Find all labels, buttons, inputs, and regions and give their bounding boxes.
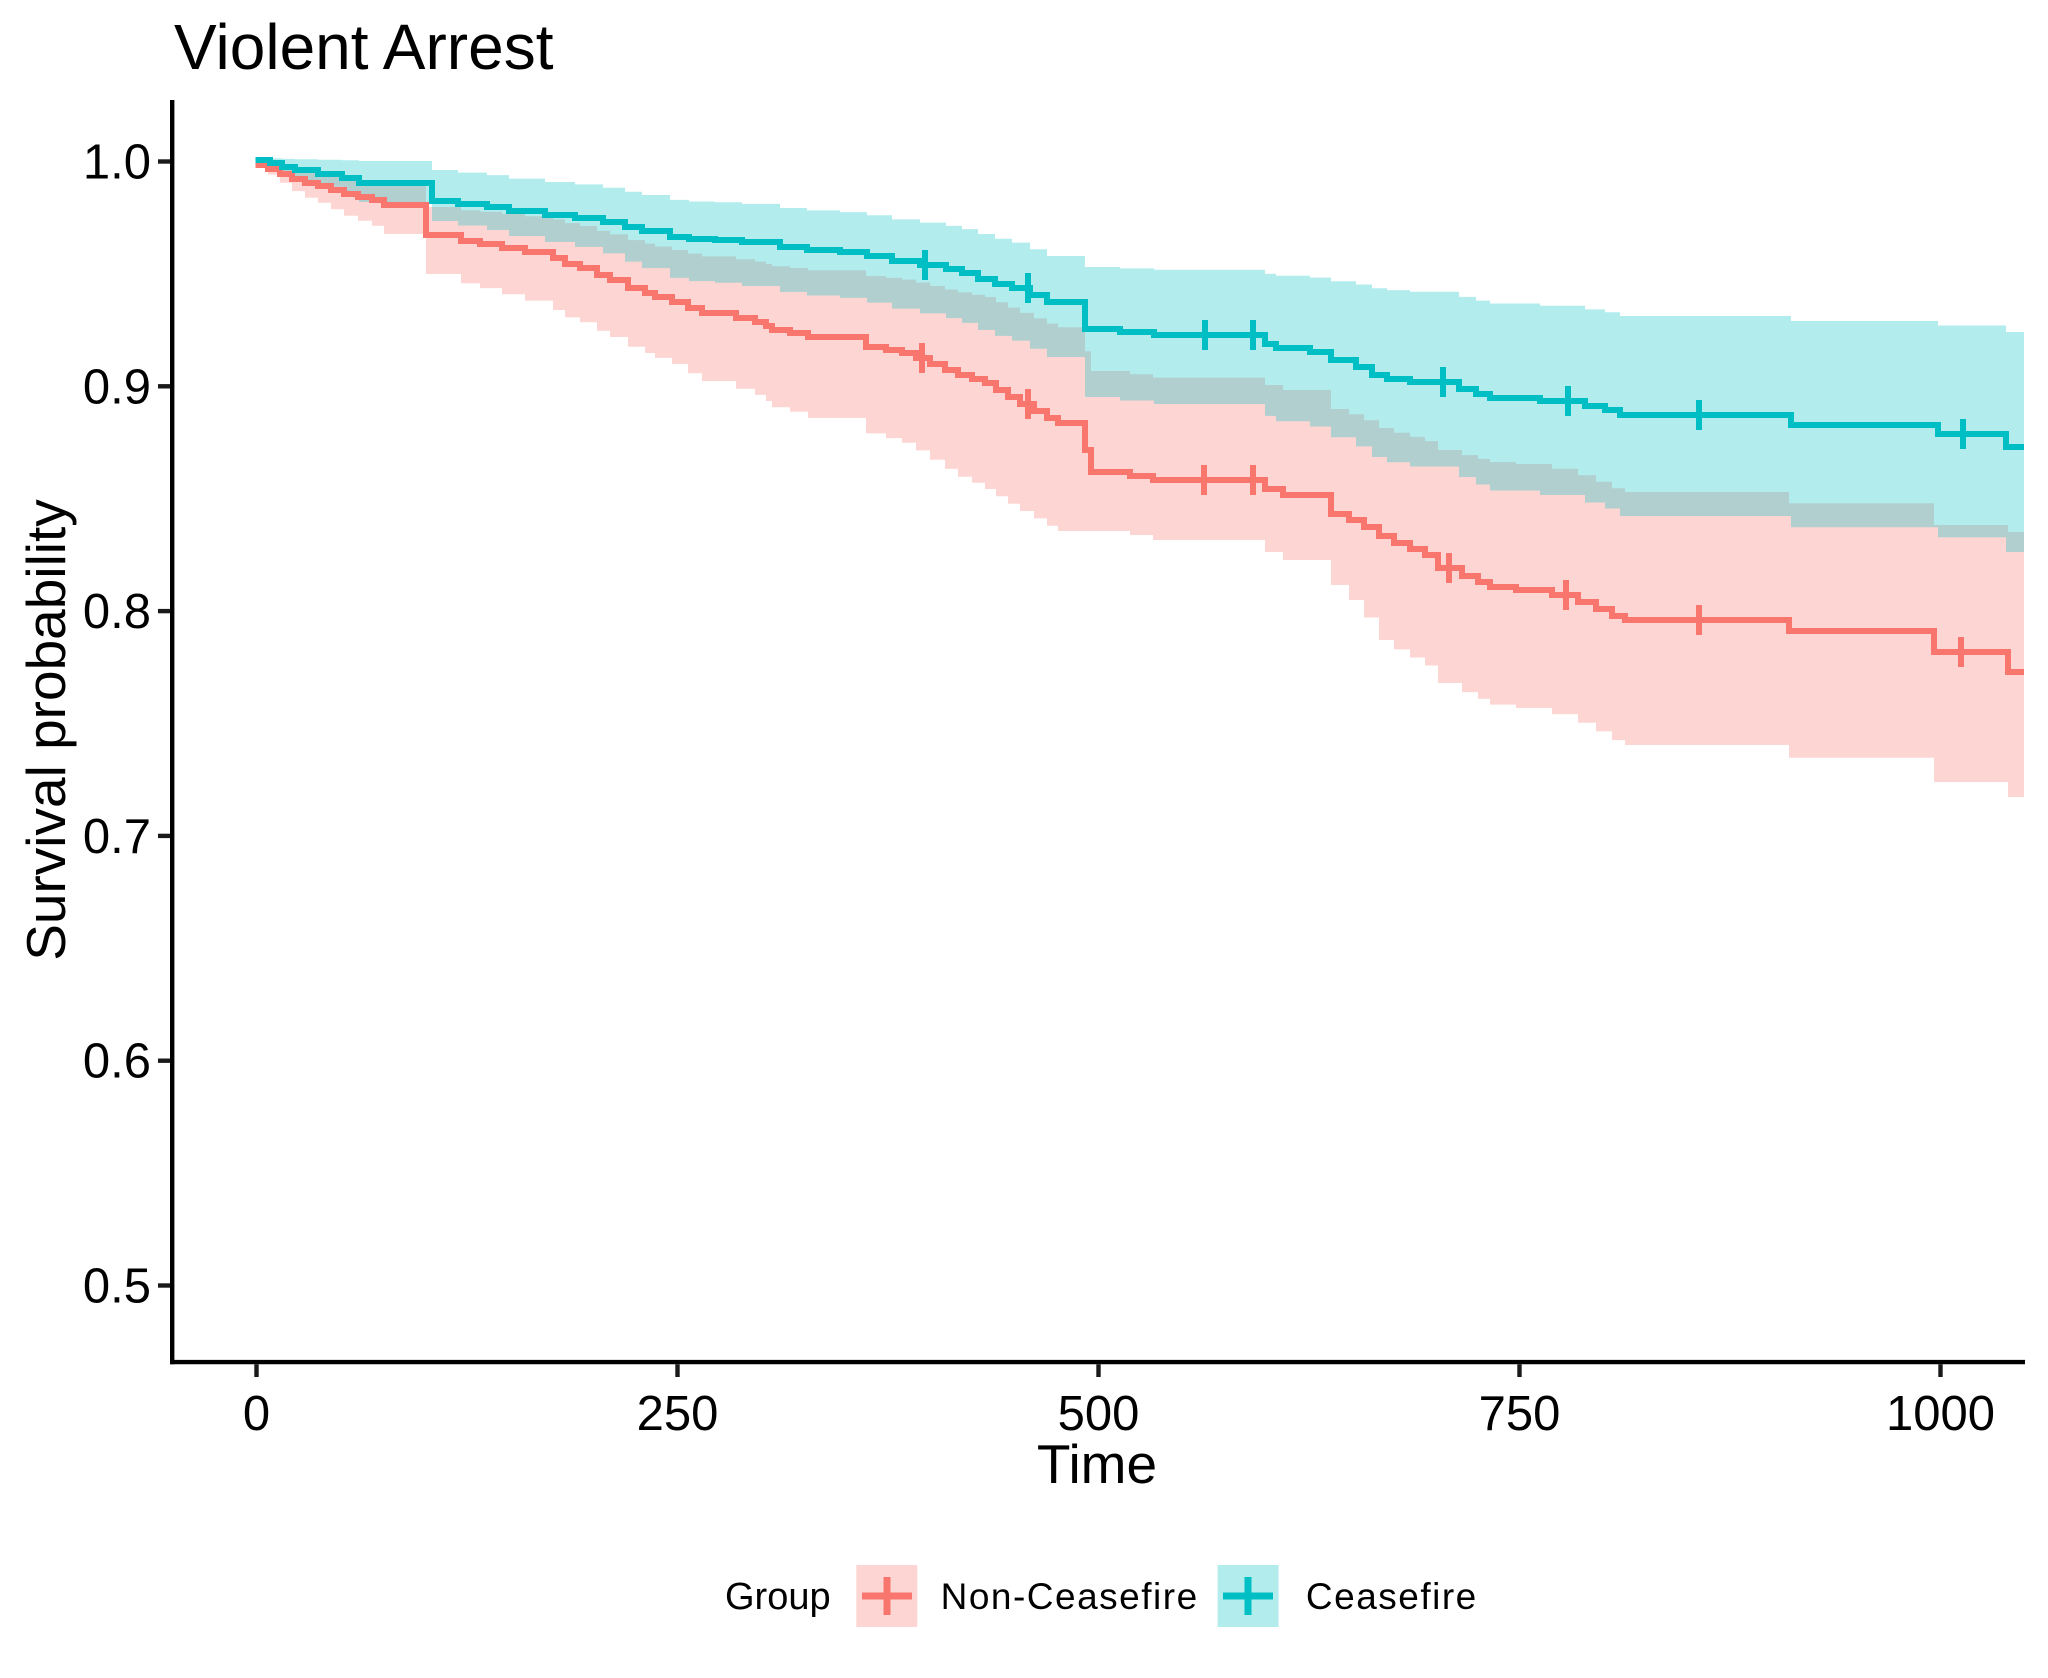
- svg-text:250: 250: [637, 1387, 719, 1441]
- svg-text:0.6: 0.6: [83, 1035, 151, 1089]
- svg-text:0: 0: [243, 1387, 270, 1441]
- svg-text:0.8: 0.8: [83, 585, 151, 639]
- svg-text:Violent Arrest: Violent Arrest: [174, 11, 554, 83]
- svg-text:500: 500: [1058, 1387, 1140, 1441]
- svg-text:Time: Time: [1037, 1433, 1157, 1495]
- svg-text:Ceasefire: Ceasefire: [1306, 1576, 1478, 1617]
- svg-text:1.0: 1.0: [83, 136, 151, 190]
- svg-text:Survival probability: Survival probability: [15, 499, 77, 961]
- svg-text:0.5: 0.5: [83, 1260, 151, 1314]
- svg-text:Non-Ceasefire: Non-Ceasefire: [941, 1576, 1199, 1617]
- svg-text:0.9: 0.9: [83, 360, 151, 414]
- svg-text:1000: 1000: [1886, 1387, 1995, 1441]
- svg-text:Group: Group: [725, 1576, 831, 1618]
- svg-text:750: 750: [1479, 1387, 1561, 1441]
- svg-text:0.7: 0.7: [83, 810, 151, 864]
